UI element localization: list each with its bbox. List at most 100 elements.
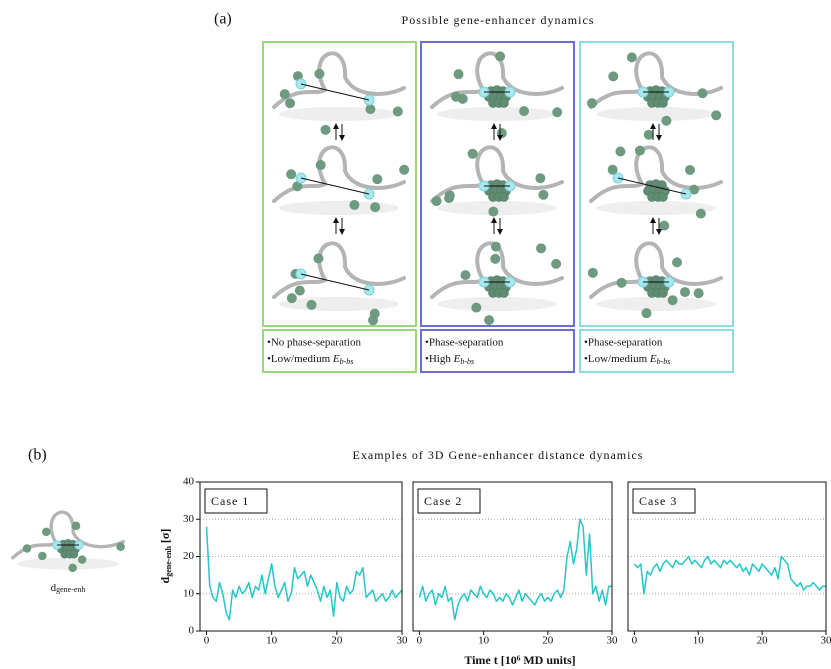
x-tick-label: 10 bbox=[693, 635, 705, 647]
protein bbox=[468, 149, 478, 159]
x-tick-label: 30 bbox=[607, 635, 619, 647]
chromatin bbox=[274, 53, 404, 107]
protein bbox=[551, 259, 561, 269]
protein bbox=[490, 254, 500, 264]
subscript: b-bs bbox=[657, 357, 671, 366]
shadow bbox=[279, 201, 399, 215]
caption-text: •Low/medium bbox=[267, 353, 333, 365]
shadow bbox=[17, 558, 119, 570]
protein bbox=[280, 89, 290, 99]
protein bbox=[500, 289, 509, 298]
panel-title: Possible gene-enhancer dynamics bbox=[402, 13, 595, 27]
protein bbox=[432, 196, 442, 206]
protein bbox=[535, 173, 545, 183]
protein bbox=[497, 128, 507, 138]
protein bbox=[313, 253, 323, 263]
y-axis-label: dgene-enh [σ] bbox=[158, 529, 173, 584]
protein bbox=[587, 98, 597, 108]
series-line bbox=[419, 519, 612, 620]
protein bbox=[458, 94, 468, 104]
protein bbox=[697, 88, 707, 98]
protein bbox=[661, 116, 671, 126]
panel-label: (b) bbox=[28, 447, 47, 464]
protein bbox=[694, 288, 704, 298]
protein bbox=[696, 209, 706, 219]
caption-line: •Low/medium Eb-bs bbox=[584, 353, 670, 366]
protein bbox=[685, 165, 695, 175]
protein bbox=[588, 268, 598, 278]
protein bbox=[659, 193, 668, 202]
protein bbox=[316, 160, 326, 170]
subscript: gene-enh bbox=[164, 546, 173, 577]
x-tick-label: 20 bbox=[757, 635, 769, 647]
protein bbox=[519, 106, 529, 116]
protein bbox=[78, 555, 87, 564]
x-tick-label: 30 bbox=[397, 635, 409, 647]
protein bbox=[295, 286, 305, 296]
series-line bbox=[634, 557, 826, 594]
caption-text: •Low/medium bbox=[584, 353, 650, 365]
y-tick-label: 20 bbox=[183, 550, 195, 562]
protein bbox=[659, 99, 668, 108]
protein bbox=[72, 522, 81, 531]
shadow bbox=[437, 297, 557, 311]
protein bbox=[399, 165, 409, 175]
shadow bbox=[437, 107, 557, 121]
protein bbox=[370, 309, 380, 319]
x-tick-label: 10 bbox=[266, 635, 278, 647]
protein bbox=[321, 125, 331, 135]
x-axis-label: Time t [10⁶ MD units] bbox=[464, 653, 575, 667]
shadow bbox=[279, 107, 399, 121]
protein bbox=[42, 528, 51, 537]
protein bbox=[552, 107, 562, 117]
protein bbox=[668, 295, 678, 305]
shadow bbox=[596, 107, 716, 121]
caption-line: •Phase-separation bbox=[425, 337, 504, 349]
protein bbox=[314, 69, 324, 79]
y-tick-label: 40 bbox=[183, 476, 195, 488]
protein bbox=[616, 278, 626, 288]
protein bbox=[445, 190, 455, 200]
protein bbox=[393, 106, 403, 116]
y-tick-label: 10 bbox=[183, 587, 195, 599]
protein bbox=[365, 104, 375, 114]
protein bbox=[711, 110, 721, 120]
x-tick-label: 20 bbox=[331, 635, 343, 647]
protein bbox=[672, 257, 682, 267]
figure: (a) Possible gene-enhancer dynamics (b) … bbox=[0, 0, 831, 669]
caption-line: •No phase-separation bbox=[267, 337, 361, 349]
protein bbox=[659, 221, 669, 231]
case-title: Case 2 bbox=[424, 494, 462, 508]
protein bbox=[38, 552, 47, 561]
x-tick-label: 10 bbox=[478, 635, 490, 647]
protein bbox=[370, 202, 380, 212]
protein bbox=[635, 146, 645, 156]
shadow bbox=[596, 297, 716, 311]
protein bbox=[454, 69, 464, 79]
protein bbox=[488, 207, 498, 217]
protein bbox=[484, 315, 494, 325]
case-title: Case 3 bbox=[639, 494, 677, 508]
protein bbox=[460, 270, 470, 280]
caption-line: •Low/medium Eb-bs bbox=[267, 353, 353, 366]
protein bbox=[372, 174, 382, 184]
protein bbox=[23, 544, 32, 553]
y-tick-label: 30 bbox=[183, 513, 195, 525]
x-tick-label: 0 bbox=[204, 635, 210, 647]
protein bbox=[287, 293, 297, 303]
panel-title: Examples of 3D Gene-enhancer distance dy… bbox=[353, 448, 644, 462]
x-tick-label: 30 bbox=[821, 635, 831, 647]
protein bbox=[536, 243, 546, 253]
protein bbox=[307, 300, 317, 310]
protein bbox=[615, 146, 625, 156]
protein bbox=[500, 193, 509, 202]
panel-label: (a) bbox=[214, 11, 232, 28]
protein bbox=[500, 99, 509, 108]
subscript: b-bs bbox=[340, 357, 354, 366]
caption-line: •Phase-separation bbox=[584, 337, 663, 349]
illustration-label: dgene-enh bbox=[51, 582, 86, 594]
series-line bbox=[207, 527, 402, 620]
x-tick-label: 0 bbox=[417, 635, 423, 647]
protein bbox=[285, 98, 295, 108]
protein bbox=[491, 242, 501, 252]
